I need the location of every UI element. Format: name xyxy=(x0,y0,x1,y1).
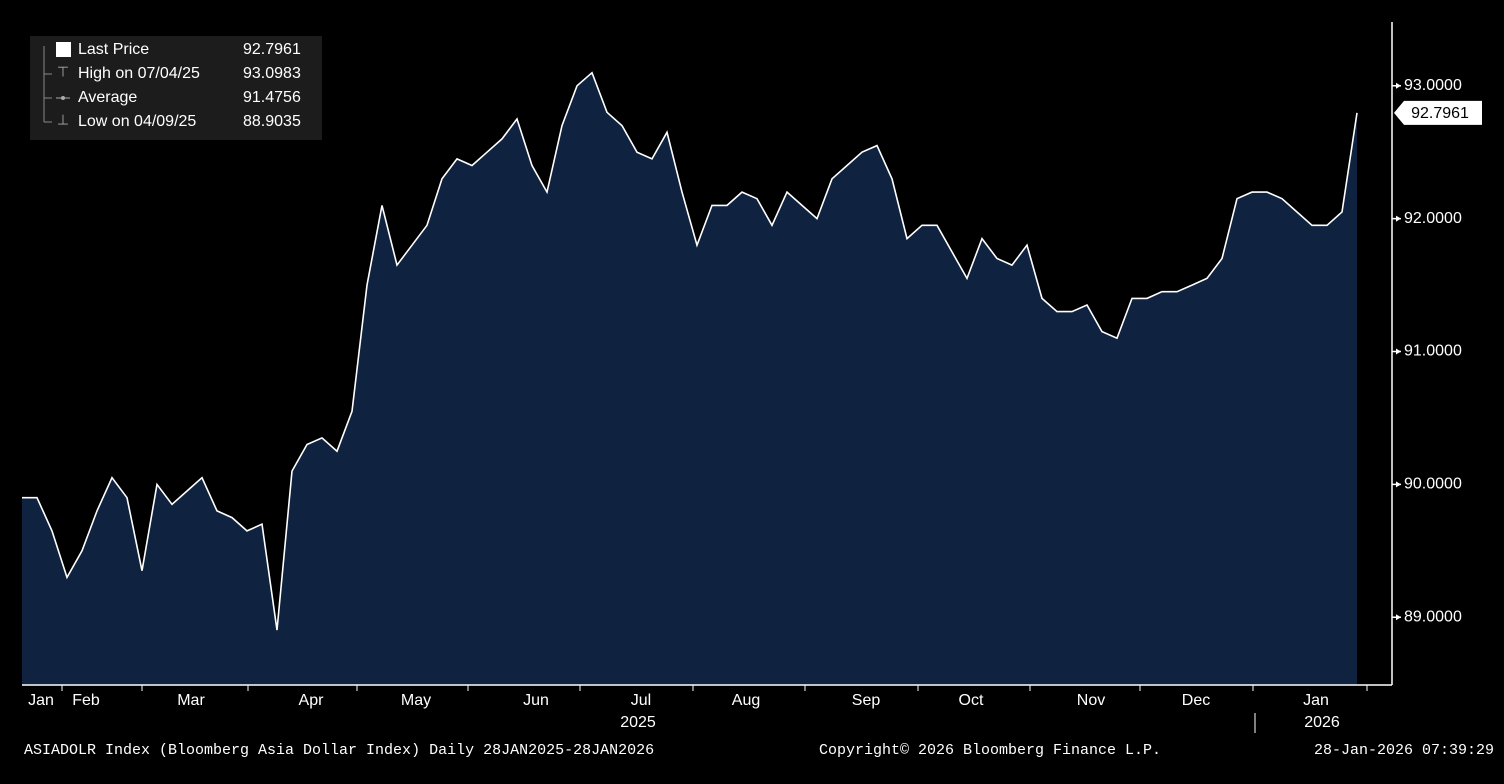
legend-swatch xyxy=(56,42,71,57)
footer-center: Copyright© 2026 Bloomberg Finance L.P. xyxy=(819,742,1161,759)
y-tick-label: 89.0000 xyxy=(1404,608,1462,625)
y-tick-label: 90.0000 xyxy=(1404,476,1462,493)
x-tick-label: Jan xyxy=(1303,692,1329,709)
footer-right: 28-Jan-2026 07:39:29 xyxy=(1314,742,1494,759)
y-tick-arrow xyxy=(1396,215,1401,222)
last-price-tag xyxy=(1394,100,1482,125)
x-tick-label: Sep xyxy=(852,692,881,709)
y-tick-arrow xyxy=(1396,82,1401,89)
legend-icon xyxy=(61,96,65,100)
legend-label: Average xyxy=(78,89,137,106)
x-tick-label: Apr xyxy=(299,692,325,709)
area xyxy=(22,72,1357,685)
year-label: 2025 xyxy=(620,714,656,731)
x-tick-label: Nov xyxy=(1077,692,1105,709)
y-tick-arrow xyxy=(1396,481,1401,488)
legend-label: High on 07/04/25 xyxy=(78,65,200,82)
last-price-label: 92.7961 xyxy=(1411,105,1469,122)
legend-value: 88.9035 xyxy=(243,113,301,130)
y-tick-label: 91.0000 xyxy=(1404,343,1462,360)
x-tick-label: Dec xyxy=(1182,692,1210,709)
y-tick-arrow xyxy=(1396,348,1401,355)
x-tick-label: Mar xyxy=(177,692,205,709)
x-tick-label: Jul xyxy=(631,692,651,709)
x-tick-label: Oct xyxy=(959,692,984,709)
plot xyxy=(22,71,1358,685)
legend-label: Low on 04/09/25 xyxy=(78,113,196,130)
legend-value: 92.7961 xyxy=(243,41,301,58)
x-tick-label: Jun xyxy=(523,692,549,709)
legend-icon: ⊤ xyxy=(57,64,69,80)
legend-value: 91.4756 xyxy=(243,89,301,106)
x-tick-label: Aug xyxy=(732,692,760,709)
legend-label: Last Price xyxy=(78,41,149,58)
legend-value: 93.0983 xyxy=(243,65,301,82)
footer-left: ASIADOLR Index (Bloomberg Asia Dollar In… xyxy=(24,742,654,759)
price-line xyxy=(22,71,1358,631)
y-tick-label: 93.0000 xyxy=(1404,77,1462,94)
x-tick-label: Jan xyxy=(28,692,54,709)
year-label: 2026 xyxy=(1304,714,1340,731)
legend-box xyxy=(30,36,322,140)
y-tick-label: 92.0000 xyxy=(1404,210,1462,227)
y-tick-arrow xyxy=(1396,614,1401,621)
x-tick-label: Feb xyxy=(72,692,100,709)
legend-icon: ⊥ xyxy=(57,112,69,128)
x-tick-label: May xyxy=(401,692,431,709)
legend-tree xyxy=(43,46,52,123)
